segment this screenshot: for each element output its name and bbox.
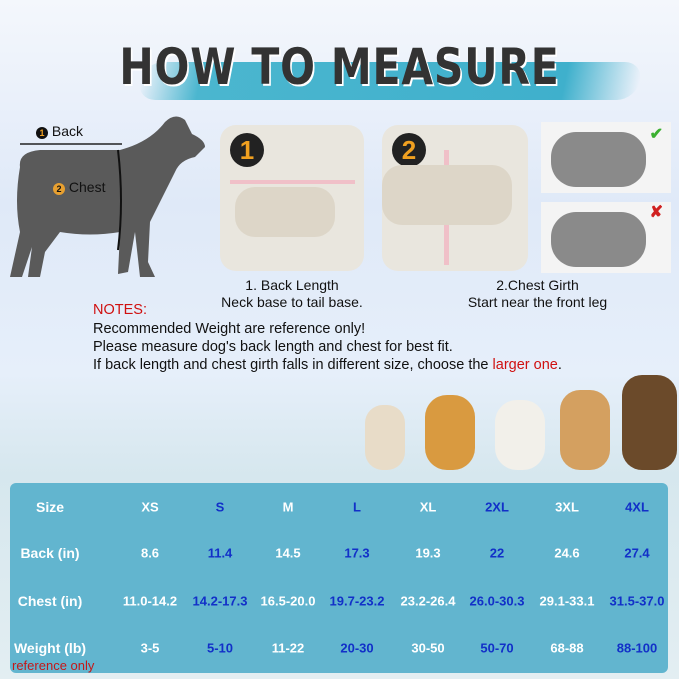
notes-heading: NOTES:: [93, 302, 147, 318]
size-header-cell: 4XL: [625, 499, 649, 515]
chest-arrow-icon: [117, 149, 122, 251]
corgi-photo: [560, 390, 610, 470]
table-cell: 31.5-37.0: [609, 593, 665, 609]
chihuahua-photo: [365, 405, 405, 470]
chest-label-text: Chest: [68, 179, 106, 195]
table-cell: 22: [489, 545, 505, 561]
table-cell: 8.6: [140, 545, 160, 561]
size-header-cell: M: [282, 499, 294, 515]
size-header-cell: 2XL: [485, 499, 509, 515]
note-line-2: Please measure dog's back length and che…: [93, 339, 453, 355]
step2-caption: 2.Chest Girth Start near the front leg: [450, 277, 625, 311]
chest-girth-photo: 2: [382, 125, 528, 271]
table-cell: 19.7-23.2: [329, 593, 385, 609]
table-cell: 26.0-30.3: [469, 593, 525, 609]
mannequin-dog: [382, 165, 512, 225]
step1-caption: 1. Back Length Neck base to tail base.: [212, 277, 372, 311]
note-line-3-end: .: [557, 357, 562, 373]
row-header: Size: [35, 499, 65, 515]
row-header: Chest (in): [17, 593, 83, 609]
schnauzer-dog: [551, 212, 646, 267]
note-line-3-text: If back length and chest girth falls in …: [93, 357, 493, 373]
note-line-1: Recommended Weight are reference only!: [93, 321, 366, 337]
row-header: Back (in): [20, 545, 80, 561]
table-cell: 88-100: [616, 640, 658, 656]
table-cell: 24.6: [554, 545, 580, 561]
step-number-badge: 2: [392, 133, 426, 167]
weight-footnote: reference only: [12, 658, 95, 673]
size-header-cell: XS: [141, 499, 159, 515]
table-cell: 16.5-20.0: [260, 593, 316, 609]
back-label: 1 Back: [36, 123, 83, 139]
table-cell: 11.4: [207, 545, 233, 561]
table-cell: 14.5: [275, 545, 301, 561]
cross-icon: ✘: [649, 204, 663, 221]
incorrect-example-photo: ✘: [541, 202, 671, 273]
measuring-tape: [230, 180, 355, 184]
size-header-cell: XL: [419, 499, 437, 515]
table-cell: 20-30: [340, 640, 374, 656]
german-shepherd-photo: [622, 375, 677, 470]
table-cell: 17.3: [344, 545, 370, 561]
note-highlight: larger one: [492, 357, 558, 373]
step2-desc: Start near the front leg: [467, 294, 608, 310]
chest-label: 2 Chest: [53, 179, 105, 195]
table-cell: 27.4: [624, 545, 650, 561]
back-num-badge: 1: [36, 127, 48, 139]
table-cell: 19.3: [415, 545, 441, 561]
step1-title: 1. Back Length: [245, 277, 339, 293]
table-cell: 68-88: [550, 640, 584, 656]
page-title: HOW TO MEASURE: [119, 38, 560, 96]
mannequin-dog: [235, 187, 335, 237]
table-cell: 50-70: [480, 640, 514, 656]
step-number-badge: 1: [230, 133, 264, 167]
table-cell: 5-10: [206, 640, 234, 656]
dog-silhouette-diagram: [10, 116, 205, 277]
pomeranian-photo: [425, 395, 475, 470]
note-line-3: If back length and chest girth falls in …: [93, 356, 562, 375]
step1-desc: Neck base to tail base.: [221, 294, 363, 310]
table-cell: 23.2-26.4: [400, 593, 456, 609]
schnauzer-dog: [551, 132, 646, 187]
table-cell: 14.2-17.3: [192, 593, 248, 609]
dog-silhouette: [10, 116, 205, 277]
table-cell: 11.0-14.2: [122, 593, 178, 609]
back-length-photo: 1: [220, 125, 364, 271]
size-chart-table: [10, 483, 668, 673]
size-header-cell: S: [215, 499, 225, 515]
size-header-cell: 3XL: [555, 499, 579, 515]
chest-num-badge: 2: [53, 183, 65, 195]
table-cell: 30-50: [411, 640, 445, 656]
table-cell: 3-5: [140, 640, 160, 656]
size-header-cell: L: [353, 499, 361, 515]
step2-title: 2.Chest Girth: [496, 277, 579, 293]
table-cell: 11-22: [271, 640, 305, 656]
check-icon: ✔: [649, 126, 663, 143]
table-cell: 29.1-33.1: [539, 593, 595, 609]
correct-example-photo: ✔: [541, 122, 671, 193]
back-label-text: Back: [51, 123, 84, 139]
poodle-photo: [495, 400, 545, 470]
row-header: Weight (lb): [13, 640, 87, 656]
